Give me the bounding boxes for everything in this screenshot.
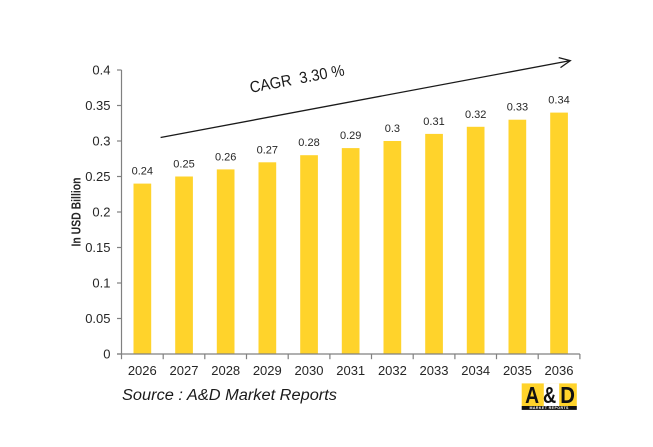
- svg-text:0.34: 0.34: [548, 95, 569, 107]
- svg-text:Source : A&D Market Reports: Source : A&D Market Reports: [122, 387, 337, 404]
- svg-text:A: A: [525, 382, 539, 408]
- svg-text:0: 0: [103, 347, 110, 362]
- svg-text:0.33: 0.33: [507, 102, 528, 114]
- svg-text:0.29: 0.29: [340, 130, 361, 142]
- svg-text:2026: 2026: [128, 363, 157, 378]
- svg-text:0.3: 0.3: [385, 123, 400, 135]
- svg-text:0.25: 0.25: [85, 169, 110, 184]
- svg-text:2030: 2030: [295, 363, 324, 378]
- svg-text:In USD Billion: In USD Billion: [69, 177, 84, 246]
- svg-text:0.35: 0.35: [85, 98, 110, 113]
- svg-text:0.4: 0.4: [92, 63, 110, 78]
- svg-text:0.24: 0.24: [132, 166, 153, 178]
- svg-text:0.05: 0.05: [85, 311, 110, 326]
- svg-text:&: &: [543, 382, 556, 408]
- svg-text:2028: 2028: [211, 363, 240, 378]
- svg-text:0.25: 0.25: [173, 159, 194, 171]
- svg-text:0.26: 0.26: [215, 151, 236, 163]
- svg-text:0.27: 0.27: [257, 144, 278, 156]
- svg-text:2029: 2029: [253, 363, 282, 378]
- svg-text:0.32: 0.32: [465, 109, 486, 121]
- svg-text:0.28: 0.28: [298, 137, 319, 149]
- svg-text:2035: 2035: [503, 363, 532, 378]
- svg-text:0.15: 0.15: [85, 240, 110, 255]
- svg-text:0.1: 0.1: [92, 276, 110, 291]
- svg-text:2033: 2033: [420, 363, 449, 378]
- svg-text:0.31: 0.31: [423, 116, 444, 128]
- svg-text:MARKET REPORTS: MARKET REPORTS: [530, 406, 570, 410]
- svg-text:D: D: [560, 382, 575, 408]
- svg-text:0.2: 0.2: [92, 205, 110, 220]
- svg-text:2027: 2027: [170, 363, 199, 378]
- svg-text:2034: 2034: [461, 363, 490, 378]
- svg-text:0.3: 0.3: [92, 134, 110, 149]
- svg-text:2031: 2031: [336, 363, 365, 378]
- svg-text:2032: 2032: [378, 363, 407, 378]
- svg-text:2036: 2036: [545, 363, 574, 378]
